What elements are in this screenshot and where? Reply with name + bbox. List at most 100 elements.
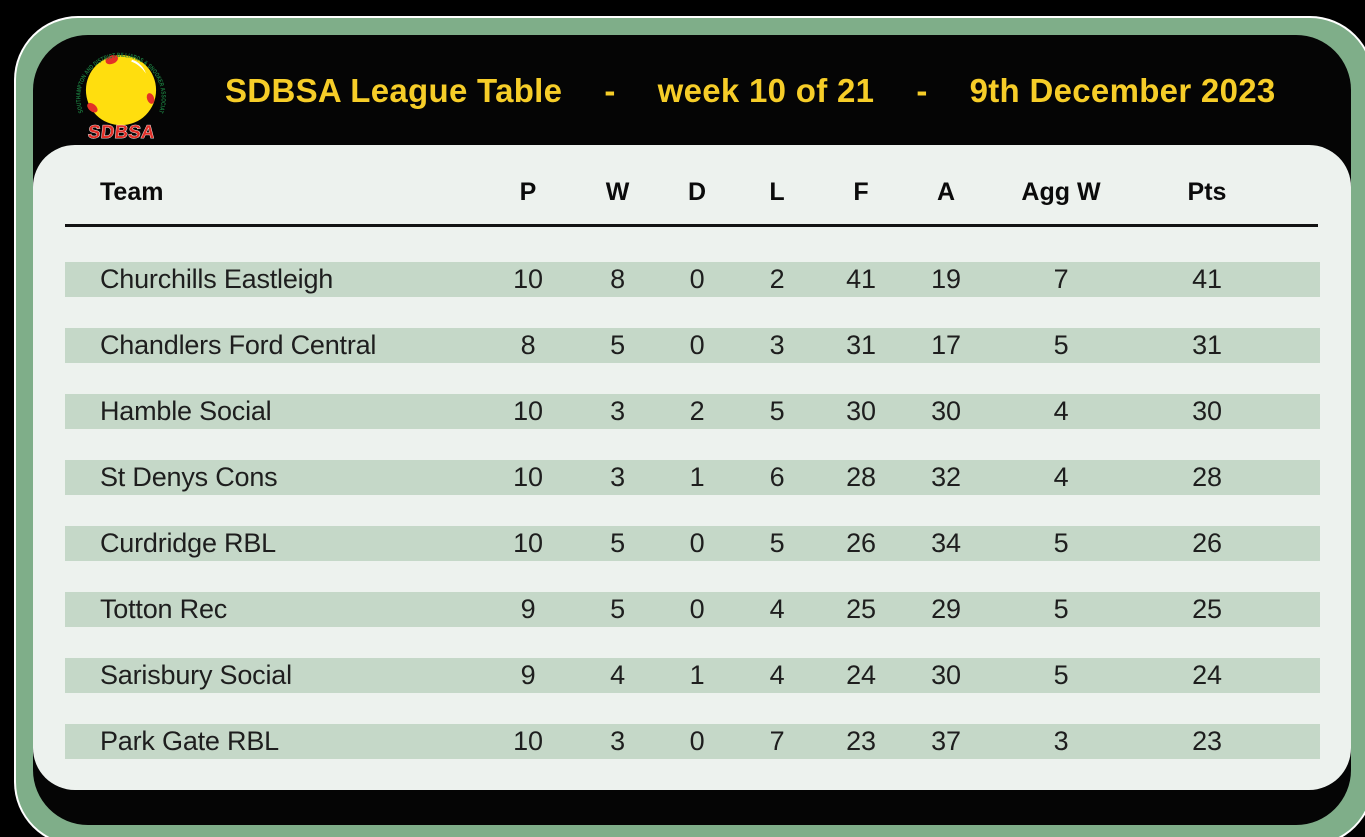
column-header-played: P (519, 177, 537, 206)
against-value: 34 (931, 528, 961, 558)
played-value: 9 (520, 594, 536, 624)
lost-value: 2 (769, 264, 785, 294)
table-row: Churchills Eastleigh 10 8 0 2 41 19 7 41 (65, 262, 1320, 297)
points-value: 26 (1192, 528, 1222, 558)
for-value: 24 (846, 660, 876, 690)
team-name: Chandlers Ford Central (100, 330, 377, 360)
for-value: 25 (846, 594, 876, 624)
points-value: 23 (1192, 726, 1222, 756)
table-row: Hamble Social 10 3 2 5 30 30 4 30 (65, 394, 1320, 429)
table-row: St Denys Cons 10 3 1 6 28 32 4 28 (65, 460, 1320, 495)
for-value: 30 (846, 396, 876, 426)
drawn-value: 0 (689, 528, 705, 558)
for-value: 26 (846, 528, 876, 558)
team-name: Hamble Social (100, 396, 272, 426)
for-value: 41 (846, 264, 876, 294)
column-header-points: Pts (1187, 177, 1227, 206)
drawn-value: 0 (689, 726, 705, 756)
table-row: Chandlers Ford Central 8 5 0 3 31 17 5 3… (65, 328, 1320, 363)
played-value: 9 (520, 660, 536, 690)
lost-value: 5 (769, 396, 785, 426)
won-value: 3 (610, 726, 625, 756)
column-header-drawn: D (687, 177, 707, 206)
agg-wins-value: 5 (1053, 594, 1069, 624)
won-value: 5 (610, 528, 625, 558)
title-date: 9th December 2023 (969, 72, 1276, 109)
agg-wins-value: 4 (1053, 396, 1069, 426)
points-value: 31 (1192, 330, 1222, 360)
column-header-lost: L (769, 177, 785, 206)
against-value: 30 (931, 660, 961, 690)
table-row: Curdridge RBL 10 5 0 5 26 34 5 26 (65, 526, 1320, 561)
lost-value: 7 (769, 726, 785, 756)
page-title: SDBSA League Table - week 10 of 21 - 9th… (225, 72, 1276, 110)
lost-value: 4 (769, 660, 785, 690)
title-week: week 10 of 21 (657, 72, 875, 109)
played-value: 10 (513, 264, 543, 294)
played-value: 8 (520, 330, 536, 360)
table-header-row: Team P W D L F A Agg W Pts (65, 173, 1320, 211)
title-segment: SDBSA League Table (225, 72, 563, 109)
drawn-value: 1 (689, 462, 705, 492)
lost-value: 5 (769, 528, 785, 558)
table-row: Park Gate RBL 10 3 0 7 23 37 3 23 (65, 724, 1320, 759)
header-divider (65, 224, 1318, 227)
team-name: Park Gate RBL (100, 726, 279, 756)
agg-wins-value: 5 (1053, 660, 1069, 690)
column-header-for: F (853, 177, 869, 206)
points-value: 28 (1192, 462, 1222, 492)
lost-value: 6 (769, 462, 785, 492)
header-bar: SOUTHAMPTON AND DISTRICT BILLIARDS & SNO… (33, 35, 1351, 147)
drawn-value: 0 (689, 330, 705, 360)
drawn-value: 0 (689, 594, 705, 624)
title-separator: - (604, 72, 616, 109)
won-value: 8 (610, 264, 625, 294)
points-value: 30 (1192, 396, 1222, 426)
for-value: 31 (846, 330, 876, 360)
for-value: 23 (846, 726, 876, 756)
played-value: 10 (513, 528, 543, 558)
played-value: 10 (513, 726, 543, 756)
table-body: Churchills Eastleigh 10 8 0 2 41 19 7 41… (65, 262, 1320, 790)
against-value: 29 (931, 594, 961, 624)
points-value: 41 (1192, 264, 1222, 294)
won-value: 4 (610, 660, 625, 690)
against-value: 19 (931, 264, 961, 294)
drawn-value: 2 (689, 396, 705, 426)
drawn-value: 0 (689, 264, 705, 294)
against-value: 30 (931, 396, 961, 426)
table-row: Totton Rec 9 5 0 4 25 29 5 25 (65, 592, 1320, 627)
ball-red-spot (105, 55, 118, 65)
team-name: Curdridge RBL (100, 528, 276, 558)
played-value: 10 (513, 462, 543, 492)
lost-value: 4 (769, 594, 785, 624)
against-value: 37 (931, 726, 961, 756)
title-separator: - (916, 72, 928, 109)
won-value: 5 (610, 594, 625, 624)
against-value: 17 (931, 330, 961, 360)
team-name: Totton Rec (100, 594, 228, 624)
drawn-value: 1 (689, 660, 705, 690)
sdbsa-logo: SOUTHAMPTON AND DISTRICT BILLIARDS & SNO… (73, 39, 166, 143)
column-header-team: Team (100, 177, 164, 206)
lost-value: 3 (769, 330, 785, 360)
won-value: 3 (610, 396, 625, 426)
team-name: Sarisbury Social (100, 660, 292, 690)
for-value: 28 (846, 462, 876, 492)
won-value: 3 (610, 462, 625, 492)
ball-red-spot (87, 102, 98, 113)
logo-label: SDBSA (87, 121, 156, 142)
ball-red-spot (146, 93, 155, 104)
agg-wins-value: 5 (1053, 528, 1069, 558)
agg-wins-value: 4 (1053, 462, 1069, 492)
billiard-ball (85, 55, 157, 126)
team-name: Churchills Eastleigh (100, 264, 334, 294)
table-row: Sarisbury Social 9 4 1 4 24 30 5 24 (65, 658, 1320, 693)
against-value: 32 (931, 462, 961, 492)
won-value: 5 (610, 330, 625, 360)
agg-wins-value: 3 (1053, 726, 1069, 756)
column-header-against: A (936, 177, 956, 206)
table-panel: Team P W D L F A Agg W Pts Churchills Ea… (33, 145, 1351, 790)
played-value: 10 (513, 396, 543, 426)
